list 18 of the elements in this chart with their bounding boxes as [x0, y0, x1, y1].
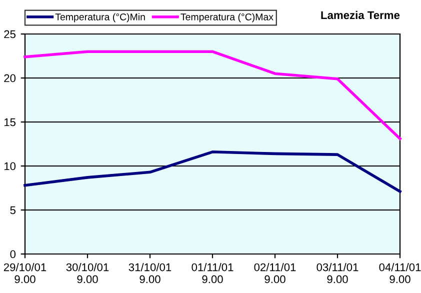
x-tick-label: 30/10/01 9.00	[66, 263, 109, 284]
line-series	[24, 50, 402, 140]
x-tick-label: 31/10/01 9.00	[128, 263, 172, 284]
line-series	[24, 150, 402, 193]
x-tick-label: 01/11/01 9.00	[192, 263, 234, 284]
y-tick-label: 5	[10, 206, 16, 214]
chart-title: Lamezia Terme	[321, 10, 400, 20]
legend-label: Temperatura (°C)Min	[55, 13, 145, 22]
x-tick-label: 02/11/01 9.00	[254, 263, 296, 284]
y-tick-label: 25	[4, 30, 16, 38]
y-tick-label: 20	[4, 74, 16, 82]
legend-label: Temperatura (°C)Max	[180, 13, 274, 22]
x-tick-label: 04/11/01 9.00	[379, 263, 421, 284]
x-tick-label: 29/10/01 9.00	[4, 263, 46, 284]
y-tick-label: 10	[4, 162, 16, 170]
y-tick-label: 15	[4, 118, 16, 126]
y-tick-label: 0	[10, 250, 16, 258]
x-tick-label: 03/11/01 9.00	[316, 263, 358, 284]
